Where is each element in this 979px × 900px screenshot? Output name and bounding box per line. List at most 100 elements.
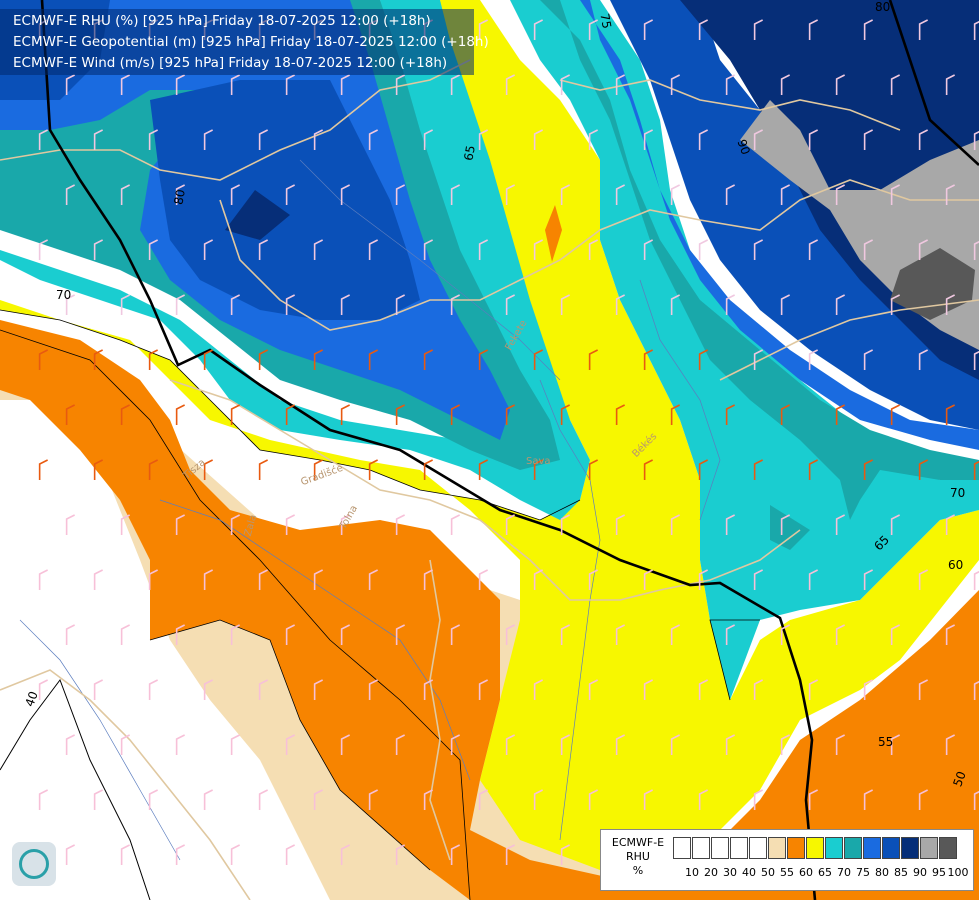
wind-barb [643,679,653,700]
wind-barb [38,569,48,590]
rhu-90-west-patch [225,190,290,240]
legend-tick-label: 70 [837,866,851,879]
wind-barb [588,129,598,150]
wind-barb [615,404,625,425]
wind-barb [780,404,790,425]
wind-barb [560,294,570,315]
wind-barb [945,184,955,205]
wind-barb [203,349,213,370]
wind-barb [395,514,405,535]
wind-barb [533,129,543,150]
wind-barb [588,349,598,370]
wind-barb [753,239,763,260]
wind-barb [588,19,598,40]
wind-barb [753,789,763,810]
wind-barb [505,184,515,205]
wind-barb [230,74,240,95]
wind-barb [890,514,900,535]
legend-swatch [806,837,824,859]
wind-barb [478,679,488,700]
wind-barb [313,459,323,480]
ecmwf-logo-icon [12,842,56,886]
wind-barb [973,20,979,40]
contour-label: 70 [950,486,966,500]
wind-barb [918,349,928,370]
wind-barb [148,349,158,370]
legend-tick-label: 65 [818,866,832,879]
wind-barb [533,679,543,700]
rhu-title: ECMWF-E RHU (%) [925 hPa] Friday 18-07-2… [13,13,431,29]
wind-barb [533,459,543,480]
wind-barb [148,239,158,260]
wind-barb [725,624,735,645]
wind-barb [725,74,735,95]
wind-barb [835,514,845,535]
wind-barb [175,514,185,535]
wind-barb [478,239,488,260]
wind-barb [780,74,790,95]
wind-barb [670,624,680,645]
rhu-100-patch [890,248,975,320]
wind-barb [643,239,653,260]
wind-barb [918,569,928,590]
wind-barb [148,459,158,480]
wind-barb [450,74,460,95]
wind-barb [918,19,928,40]
wind-barb [973,680,979,700]
wind-barb [918,459,928,480]
wind-barb [780,514,790,535]
wind-barb [340,294,350,315]
wind-barb [423,789,433,810]
wind-barb [203,679,213,700]
wind-barb [93,679,103,700]
legend-tick-label: 10 [685,866,699,879]
rhu-60-area [0,320,979,900]
wind-barb [65,734,75,755]
legend-title-unit: % [632,864,644,877]
wind-barb [643,129,653,150]
legend-tick-label: 85 [894,866,908,879]
wind-barb [258,569,268,590]
legend-swatch [920,837,938,859]
wind-barb [175,294,185,315]
wind-barb [38,459,48,480]
wind-barb [313,349,323,370]
wind-barb [753,459,763,480]
wind-barb [890,184,900,205]
wind-barb [230,404,240,425]
contour-label: 75 [597,12,614,30]
wind-barb [258,349,268,370]
wind-barb [395,734,405,755]
wind-barb [560,514,570,535]
wind-barb [863,679,873,700]
wind-barb [698,459,708,480]
wind-barb [368,789,378,810]
geopotential-title: ECMWF-E Geopotential (m) [925 hPa] Frida… [13,34,489,50]
wind-barb [395,184,405,205]
wind-barb [945,294,955,315]
wind-barb [285,734,295,755]
rhu-80-east [580,0,979,450]
wind-barb [423,349,433,370]
wind-barb [395,404,405,425]
wind-barb [890,74,900,95]
wind-barb [368,679,378,700]
wind-barb [313,239,323,260]
wind-barb [918,129,928,150]
rhu-60-patch [545,205,562,262]
contour-label: 70 [56,288,72,302]
wind-barb [588,679,598,700]
wind-barb [230,624,240,645]
wind-barb [340,184,350,205]
wind-barb [835,184,845,205]
wind-barb [93,349,103,370]
wind-barb [368,129,378,150]
wind-barb [808,129,818,150]
wind-barb [863,239,873,260]
wind-barb [698,239,708,260]
wind-barb [780,184,790,205]
wind-barb [835,74,845,95]
wind-barb [423,679,433,700]
wind-barb [698,679,708,700]
wind-barb [863,459,873,480]
